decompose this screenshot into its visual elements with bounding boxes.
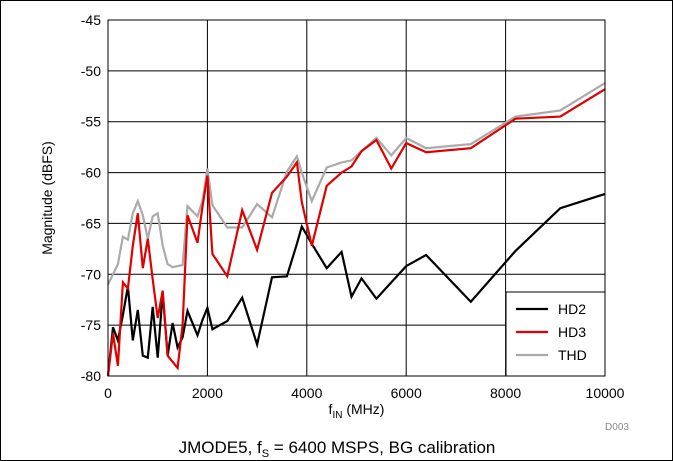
y-tick-label: -80 (81, 368, 101, 384)
legend: HD2 HD3 THD (505, 291, 606, 377)
legend-box (505, 291, 606, 377)
x-tick-label: 10000 (586, 385, 625, 401)
x-tick-label: 6000 (391, 385, 422, 401)
x-axis-title: fIN (MHz) (329, 401, 385, 421)
x-tick-label: 8000 (490, 385, 521, 401)
plot-area-border (107, 19, 606, 377)
caption-suffix: = 6400 MSPS, BG calibration (269, 438, 495, 457)
y-tick-label: -65 (81, 215, 101, 231)
y-tick-label: -60 (81, 165, 101, 181)
caption-subscript: S (262, 448, 269, 460)
figure-code: D003 (605, 422, 629, 433)
x-tick-label: 0 (104, 385, 112, 401)
x-tick-label: 2000 (192, 385, 223, 401)
legend-label-hd3: HD3 (558, 324, 586, 340)
legend-label-hd2: HD2 (558, 301, 586, 317)
figure-caption: JMODE5, fS = 6400 MSPS, BG calibration (179, 438, 496, 460)
x-axis-title-main: f (329, 401, 333, 417)
y-tick-label: -70 (81, 266, 101, 282)
legend-label-thd: THD (558, 347, 587, 363)
series-line-hd2 (106, 192, 606, 377)
x-tick-label: 4000 (291, 385, 322, 401)
tick-labels: 0 2000 4000 6000 8000 10000 -80 -75 -70 -65 -60 -55… (81, 12, 625, 401)
series-line-hd3 (106, 88, 606, 377)
y-tick-label: -50 (81, 63, 101, 79)
y-tick-label: -45 (81, 12, 101, 28)
x-axis-title-subscript: IN (332, 410, 342, 421)
series-layer (106, 82, 606, 377)
caption-prefix: JMODE5, f (179, 438, 262, 457)
series-line-thd (107, 82, 606, 285)
y-tick-label: -55 (81, 114, 101, 130)
y-axis-title: Magnitude (dBFS) (39, 141, 55, 255)
y-tick-label: -75 (81, 317, 101, 333)
x-axis-title-unit: (MHz) (342, 401, 384, 417)
